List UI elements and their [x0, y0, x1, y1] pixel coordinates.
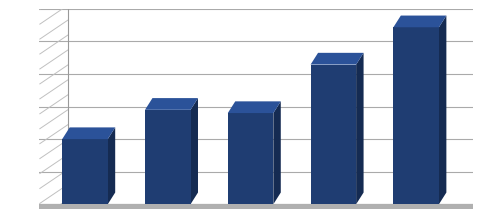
Polygon shape	[108, 127, 115, 204]
Polygon shape	[393, 16, 446, 27]
Polygon shape	[273, 101, 281, 204]
Bar	[311, 65, 356, 204]
Polygon shape	[228, 101, 281, 113]
Bar	[145, 110, 190, 204]
Polygon shape	[439, 16, 446, 204]
Polygon shape	[311, 53, 363, 65]
Bar	[62, 139, 108, 204]
Polygon shape	[356, 53, 363, 204]
Bar	[393, 27, 439, 204]
Bar	[39, 204, 473, 209]
Polygon shape	[190, 98, 198, 204]
Bar	[228, 113, 273, 204]
Polygon shape	[62, 127, 115, 139]
Polygon shape	[145, 98, 198, 110]
